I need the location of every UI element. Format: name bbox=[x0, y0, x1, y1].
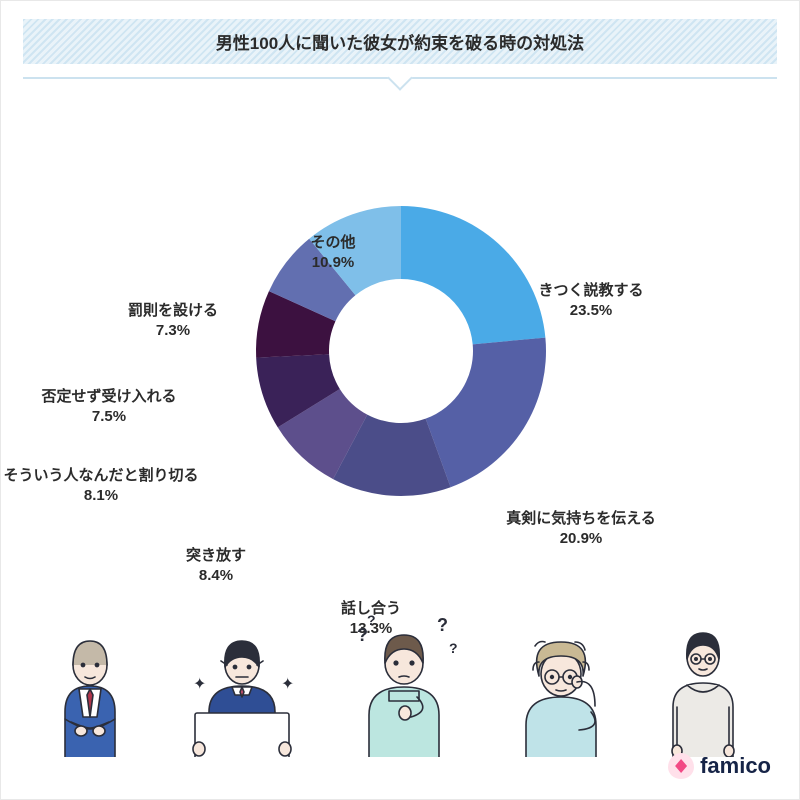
page-title: 男性100人に聞いた彼女が約束を破る時の対処法 bbox=[23, 19, 777, 64]
person-hoodie-icon bbox=[653, 607, 753, 757]
person-businessman-icon bbox=[35, 607, 145, 757]
slice-label-text: 罰則を設ける bbox=[128, 302, 218, 319]
person-thinking-icon: ? ? ? ? bbox=[339, 607, 469, 757]
slice-label: 否定せず受け入れる 7.5% bbox=[41, 387, 176, 428]
slice-label-text: 真剣に気持ちを伝える bbox=[506, 510, 656, 527]
illustration-row: ✦ ✦ ? ? ? ? bbox=[1, 607, 799, 757]
slice-label: きつく説教する 23.5% bbox=[538, 281, 643, 322]
slice-label: 真剣に気持ちを伝える 20.9% bbox=[506, 509, 656, 550]
logo-text: famico bbox=[700, 753, 771, 779]
slice-label-percent: 7.3% bbox=[128, 321, 218, 341]
slice-label-percent: 8.4% bbox=[186, 566, 246, 586]
svg-text:✦: ✦ bbox=[193, 676, 206, 693]
slice-label-percent: 7.5% bbox=[41, 407, 176, 427]
svg-text:?: ? bbox=[367, 612, 376, 628]
donut-slice bbox=[426, 338, 546, 488]
person-holding-board-icon: ✦ ✦ bbox=[177, 617, 307, 757]
svg-text:?: ? bbox=[437, 615, 448, 635]
donut-slice bbox=[401, 206, 545, 344]
slice-label-text: 突き放す bbox=[186, 547, 246, 564]
slice-label-text: きつく説教する bbox=[538, 282, 643, 299]
slice-label: 罰則を設ける 7.3% bbox=[128, 301, 218, 342]
slice-label-text: その他 bbox=[310, 234, 355, 251]
slice-label-percent: 20.9% bbox=[506, 529, 656, 549]
slice-label: その他 10.9% bbox=[310, 233, 355, 274]
slice-label-text: 否定せず受け入れる bbox=[41, 388, 176, 405]
svg-text:✦: ✦ bbox=[281, 676, 294, 693]
famico-logo: famico bbox=[668, 753, 771, 779]
slice-label-text: そういう人なんだと割り切る bbox=[3, 467, 198, 484]
slice-label: 突き放す 8.4% bbox=[186, 546, 246, 587]
svg-text:?: ? bbox=[357, 625, 368, 645]
slice-label-percent: 10.9% bbox=[310, 253, 355, 273]
svg-text:?: ? bbox=[449, 640, 458, 656]
logo-icon bbox=[668, 753, 694, 779]
slice-label-percent: 23.5% bbox=[538, 301, 643, 321]
slice-label-percent: 8.1% bbox=[3, 486, 198, 506]
person-glasses-icon bbox=[501, 622, 621, 757]
title-pointer bbox=[387, 65, 412, 90]
donut-chart: きつく説教する23.5%真剣に気持ちを伝える20.9%話し合う13.3%突き放す… bbox=[1, 91, 800, 611]
slice-label: そういう人なんだと割り切る 8.1% bbox=[3, 466, 198, 507]
